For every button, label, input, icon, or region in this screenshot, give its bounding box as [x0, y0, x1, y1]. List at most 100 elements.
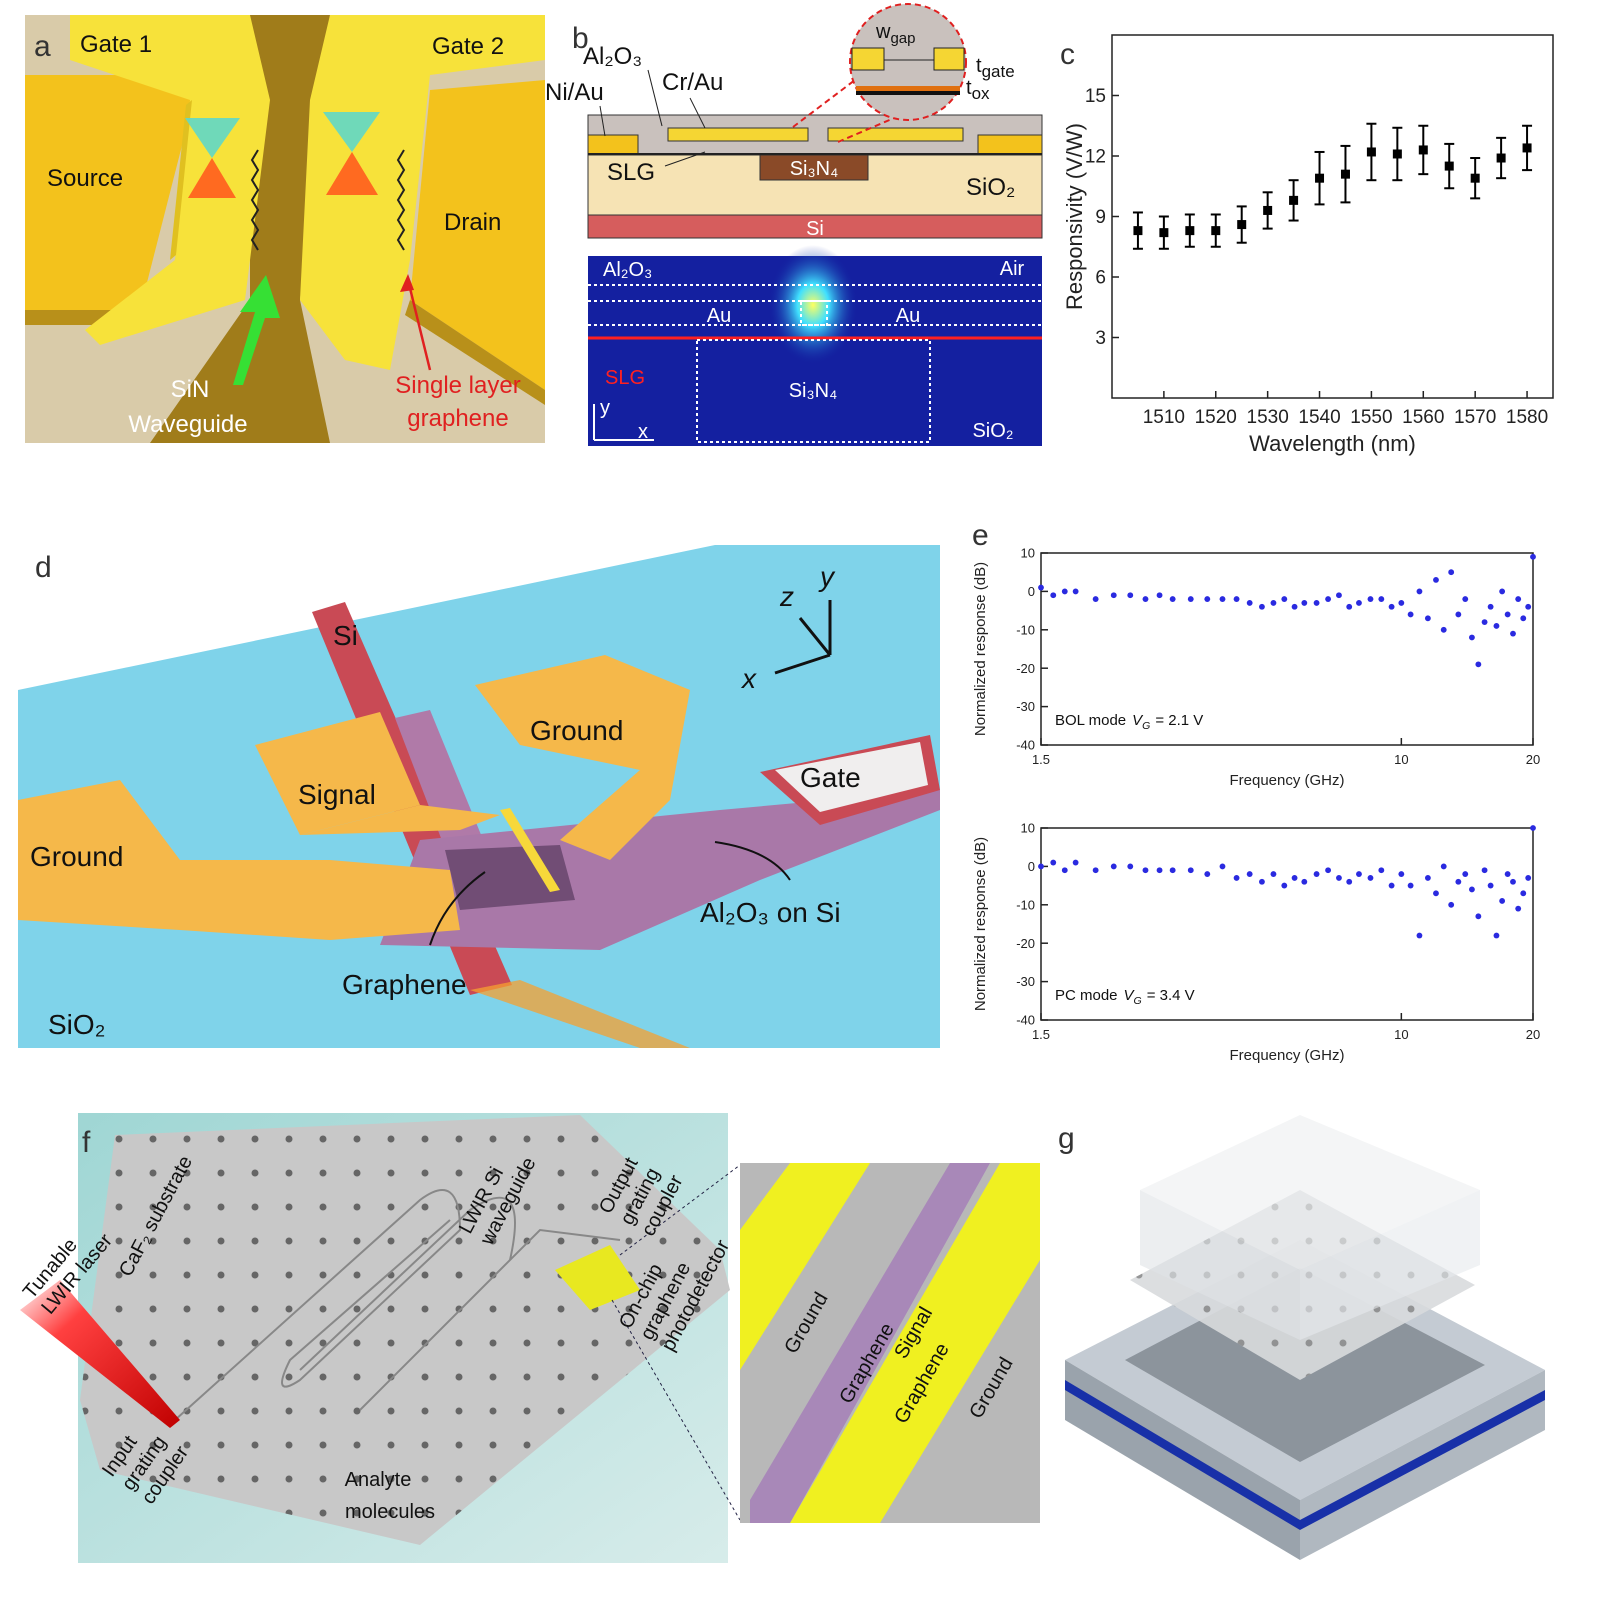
point [1325, 596, 1332, 602]
pointer [714, 841, 791, 881]
annotation-value: = 2.1 V [1155, 712, 1203, 729]
x-tick-label: 10 [1394, 752, 1408, 767]
point [1061, 588, 1068, 595]
point [1444, 161, 1454, 171]
point [1219, 596, 1226, 602]
point [1448, 901, 1455, 908]
point [1510, 630, 1516, 637]
signal-stripe [805, 1300, 935, 1515]
point [1038, 584, 1044, 591]
point [1440, 626, 1447, 633]
plot-frame [1111, 34, 1554, 399]
label: Gate 2 [432, 33, 504, 60]
point [1433, 890, 1439, 897]
label: Source [47, 165, 123, 192]
label: Single layer [395, 372, 520, 399]
annotation-variable: V [1132, 712, 1144, 729]
label: Si₃N₄ [790, 158, 839, 180]
label: Al₂O₃ [603, 259, 652, 281]
point [1270, 871, 1277, 877]
point [1204, 596, 1211, 602]
x-tick-label: 1510 [1143, 407, 1185, 428]
point [1340, 169, 1350, 179]
subscript: gate [982, 62, 1015, 81]
point [1270, 600, 1277, 606]
point [1346, 878, 1353, 885]
y-tick-label: 0 [1028, 584, 1035, 599]
laser-beam [20, 1280, 180, 1428]
point [1424, 615, 1431, 622]
waveguide-path [174, 1189, 621, 1421]
point [1211, 226, 1221, 236]
point [1433, 576, 1439, 583]
zoom-line [619, 1164, 741, 1256]
point [1169, 867, 1176, 874]
plot-frame [1040, 552, 1534, 746]
y-tick-label: 3 [1095, 328, 1106, 349]
point [1388, 603, 1395, 610]
annotation-subscript: G [1142, 720, 1150, 732]
cover-top [1140, 1115, 1480, 1270]
point [1475, 661, 1482, 668]
point [1520, 890, 1527, 897]
point [1110, 592, 1117, 599]
axis [798, 617, 832, 656]
red-arrow-head [400, 274, 414, 292]
pointer [429, 871, 486, 946]
point [1289, 195, 1299, 205]
blue-layer [1300, 1390, 1545, 1530]
point [1127, 592, 1134, 599]
x-tick-label: 20 [1526, 752, 1540, 767]
symbol: t [976, 55, 982, 77]
axis-label: x [638, 421, 648, 443]
annotation: BOL mode VG = 2.1 V [1055, 712, 1203, 732]
label: Gate [800, 762, 861, 793]
x-tick-label: 1520 [1195, 407, 1237, 428]
label: Al₂O₃ [583, 43, 642, 70]
x-axis-label: Frequency (GHz) [1229, 1047, 1344, 1064]
point [1169, 596, 1176, 602]
label: SLG [607, 159, 655, 186]
point [1291, 875, 1298, 881]
point [1470, 173, 1480, 183]
point [1159, 228, 1169, 238]
point [1185, 226, 1195, 236]
y-tick-label: -40 [1016, 738, 1035, 753]
label: Gate 1 [80, 31, 152, 58]
signal-pad [255, 712, 420, 835]
point [1448, 569, 1455, 576]
point [1366, 147, 1376, 157]
label: graphene [407, 405, 508, 432]
axis-label: x [740, 663, 757, 694]
x-tick-label: 1580 [1506, 407, 1548, 428]
panel-label: e [972, 519, 989, 552]
x-tick-label: 1.5 [1032, 1027, 1050, 1042]
panel-b: b Al₂O₃ Ni/Au Cr/Au wgap tgate tox SLG S… [545, 3, 1043, 446]
zoom-line [611, 1299, 741, 1521]
annotation-mode: PC mode [1055, 987, 1118, 1004]
point [1346, 603, 1353, 610]
label: SiO₂ [972, 420, 1013, 442]
point [1499, 588, 1506, 595]
leader [689, 97, 706, 129]
point [1481, 619, 1488, 626]
subscript: gap [890, 30, 915, 47]
point [1233, 596, 1240, 602]
point [1398, 600, 1405, 606]
point [1407, 882, 1414, 889]
point [1187, 867, 1194, 874]
label: Graphene [342, 969, 467, 1000]
label: Signal [298, 779, 376, 810]
point [1038, 863, 1044, 870]
gate-2 [300, 15, 545, 370]
label: tox [966, 77, 990, 103]
point [1156, 592, 1163, 599]
label: tgate [976, 55, 1015, 81]
y-tick-label: 12 [1085, 147, 1106, 168]
annotation-variable: V [1124, 987, 1136, 1004]
point [1493, 932, 1500, 939]
point [1504, 611, 1511, 618]
cover-right [1300, 1190, 1480, 1340]
point [1530, 553, 1536, 560]
point [1455, 611, 1462, 618]
